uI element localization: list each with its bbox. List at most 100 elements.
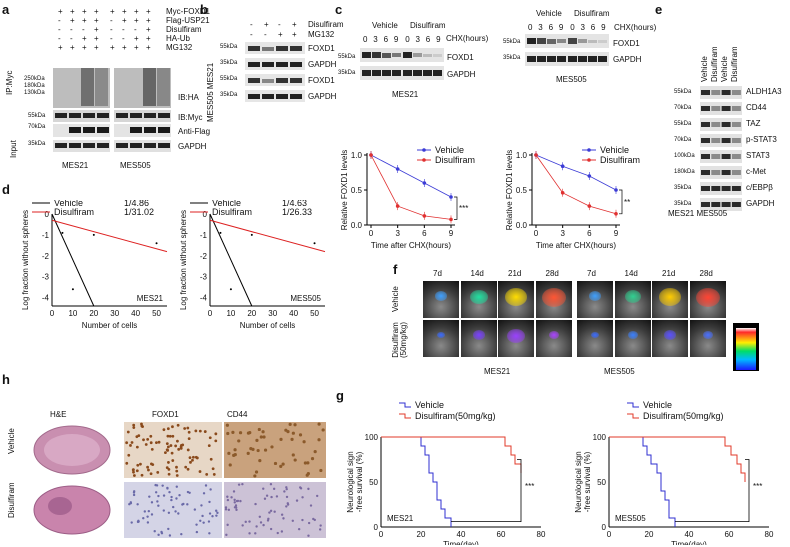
time-label: 0 [528,23,533,32]
nucleus [130,521,133,524]
stained-cell [225,423,229,427]
cell-label: MES505 [556,75,587,84]
h-row: Disulfiram [7,482,16,518]
stained-cell [306,461,310,465]
nucleus [226,523,229,527]
y-tick-label: 50 [597,478,606,487]
blot-label: p-STAT3 [746,135,777,144]
f-row-label: Vehicle [391,286,400,312]
sig-bracket [454,196,458,220]
stained-nucleus [144,443,148,446]
nucleus [177,512,180,515]
stained-nucleus [186,426,190,430]
stained-cell [279,464,283,468]
nucleus [150,501,154,504]
c-vehicle: Vehicle [372,21,398,30]
nucleus [215,514,218,517]
band [721,138,731,143]
panel-label-h: h [2,372,10,387]
bli-image [535,281,572,318]
band [701,106,710,111]
stained-nucleus [170,451,174,455]
sign-cell: + [94,16,99,25]
y-tick-label: -4 [42,294,50,303]
data-point [449,217,453,222]
nucleus [286,503,290,506]
bli-image [460,320,497,357]
x-tick-label: 40 [457,530,466,539]
sign-cell: + [134,16,139,25]
x-tick-label: 40 [131,309,140,318]
day-label: 7d [587,269,596,278]
nucleus [266,519,270,522]
time-label: 9 [601,23,606,32]
legend-text: Vehicle [54,200,83,208]
time-label: 3 [538,23,543,32]
stained-nucleus [175,469,179,473]
disulfiram-fit [209,219,326,253]
stained-nucleus [176,439,179,443]
marker: 35kDa [28,141,46,147]
stained-nucleus [157,440,161,444]
ip-myc-label: IP:Myc [5,70,14,95]
stained-cell [258,458,262,463]
bli-signal [437,331,445,338]
bli-image [460,281,497,318]
marker: 180kDa [24,83,45,89]
stained-nucleus [135,445,139,449]
sign-cell: + [82,34,87,43]
legend-text: Disulfiram [600,155,640,165]
stained-nucleus [136,463,140,467]
day-label: 14d [470,269,484,278]
nucleus [204,484,208,487]
stained-nucleus [198,429,202,433]
data-point [369,153,373,157]
stained-nucleus [183,427,187,430]
condition-label: MG132 [308,30,335,39]
day-label: 28d [699,269,713,278]
legend-marker [587,148,591,152]
stained-nucleus [205,472,209,476]
band [711,90,721,95]
blot-lane [700,86,742,99]
blot-label: IB:HA [178,93,199,102]
nucleus [168,490,171,494]
nucleus [225,533,228,537]
sign-cell: - [70,25,73,34]
nucleus [255,525,258,528]
blot-label: GAPDH [308,60,337,69]
nucleus [241,524,244,527]
blot-lane [700,182,742,195]
y-tick-label: 100 [365,433,379,442]
c-disulfiram: Disulfiram [574,9,610,18]
stained-nucleus [166,434,170,438]
stained-nucleus [165,448,169,452]
nucleus [309,504,313,507]
stained-nucleus [130,441,134,444]
nucleus [301,518,304,522]
sign-cell: - [58,34,61,43]
band [731,154,741,159]
sign-cell: + [82,16,87,25]
nucleus [199,519,202,523]
stained-cell [288,422,292,427]
nucleus [168,534,172,537]
legend-marker [587,158,591,162]
x-tick-label: 80 [537,530,546,539]
nucleus [157,494,160,498]
nucleus [160,530,163,534]
stained-cell [317,438,321,442]
stained-cell [270,445,274,449]
blot-label: Anti-Flag [178,127,211,136]
stained-nucleus [132,426,136,429]
x-tick-label: 6 [422,229,427,238]
stained-cell [313,450,317,454]
sign-cell: + [70,16,75,25]
blot-label: TAZ [746,119,761,128]
nucleus [241,482,244,486]
cell-label: MES505 [290,294,321,303]
cell-label: MES21 [392,90,419,99]
stained-cell [248,431,252,435]
b-side-label: MES505 MES21 [206,62,215,122]
stained-nucleus [137,434,141,438]
